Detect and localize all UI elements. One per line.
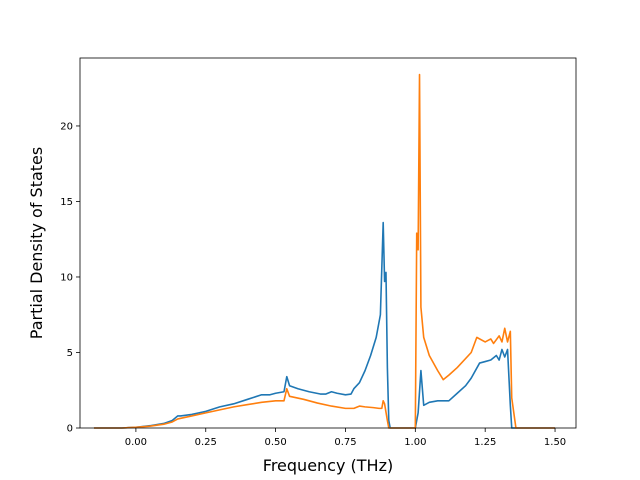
x-tick-label: 0.75 bbox=[334, 437, 356, 448]
tick-layer: 0.00 0.25 0.50 0.75 1.00 1.25 1.50 0 5 10 15 20 bbox=[60, 121, 566, 448]
y-tick-label: 0 bbox=[67, 424, 73, 435]
y-tick-label: 20 bbox=[60, 121, 73, 132]
x-tick-label: 1.50 bbox=[544, 437, 566, 448]
series-layer bbox=[93, 73, 556, 429]
y-tick-label: 10 bbox=[60, 272, 73, 283]
series-line-2 bbox=[93, 73, 556, 429]
series-line-1 bbox=[93, 221, 556, 429]
x-tick-label: 0.25 bbox=[195, 437, 217, 448]
x-tick-label: 1.00 bbox=[404, 437, 426, 448]
y-axis-label: Partial Density of States bbox=[27, 147, 46, 339]
y-tick-label: 5 bbox=[67, 348, 73, 359]
plot-area bbox=[80, 58, 576, 428]
x-tick-label: 0.50 bbox=[264, 437, 286, 448]
x-tick-label: 0.00 bbox=[125, 437, 147, 448]
x-axis-label: Frequency (THz) bbox=[263, 456, 393, 475]
plot-frame bbox=[79, 57, 577, 429]
y-tick-label: 15 bbox=[60, 197, 73, 208]
x-tick-label: 1.25 bbox=[474, 437, 496, 448]
